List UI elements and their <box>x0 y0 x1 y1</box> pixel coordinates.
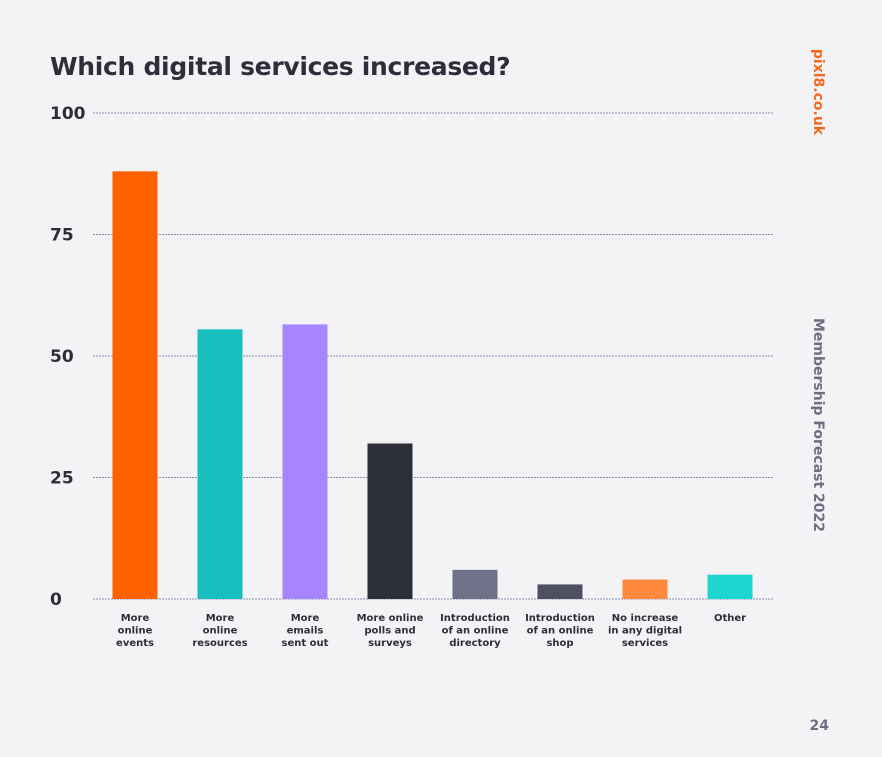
y-tick-label: 100 <box>50 104 86 124</box>
x-category-label: Introduction <box>440 613 510 624</box>
bar <box>452 569 498 599</box>
chart-title: Which digital services increased? <box>50 52 511 81</box>
x-category-label: surveys <box>368 638 412 649</box>
bar <box>367 443 413 599</box>
bar <box>707 574 753 599</box>
x-category-label: polls and <box>364 626 415 637</box>
y-tick-label: 0 <box>50 590 62 610</box>
x-category-label: No increase <box>612 613 679 624</box>
x-category-label: events <box>116 638 154 649</box>
x-category-label: resources <box>192 638 247 649</box>
bar <box>537 584 583 599</box>
x-category-label: of an online <box>527 626 594 637</box>
x-category-label: directory <box>449 638 501 649</box>
y-tick-label: 50 <box>50 347 74 367</box>
x-category-label: online <box>203 626 238 637</box>
x-category-label: Other <box>714 613 746 624</box>
x-category-label: in any digital <box>608 626 682 637</box>
x-category-label: online <box>118 626 153 637</box>
x-category-label: of an online <box>442 626 509 637</box>
x-category-label: services <box>622 638 668 649</box>
y-tick-label: 75 <box>50 226 74 246</box>
x-category-label: emails <box>287 626 324 637</box>
bar <box>197 329 243 599</box>
y-tick-label: 25 <box>50 469 74 489</box>
bar <box>622 579 668 599</box>
x-category-label: Introduction <box>525 613 595 624</box>
x-category-label: More online <box>357 613 424 624</box>
x-category-label: shop <box>546 638 573 649</box>
bar <box>282 324 328 599</box>
x-category-label: sent out <box>282 638 329 649</box>
x-category-label: More <box>291 613 320 624</box>
bar <box>112 171 158 599</box>
x-category-label: More <box>121 613 150 624</box>
x-category-label: More <box>206 613 235 624</box>
page-number: 24 <box>809 718 829 734</box>
